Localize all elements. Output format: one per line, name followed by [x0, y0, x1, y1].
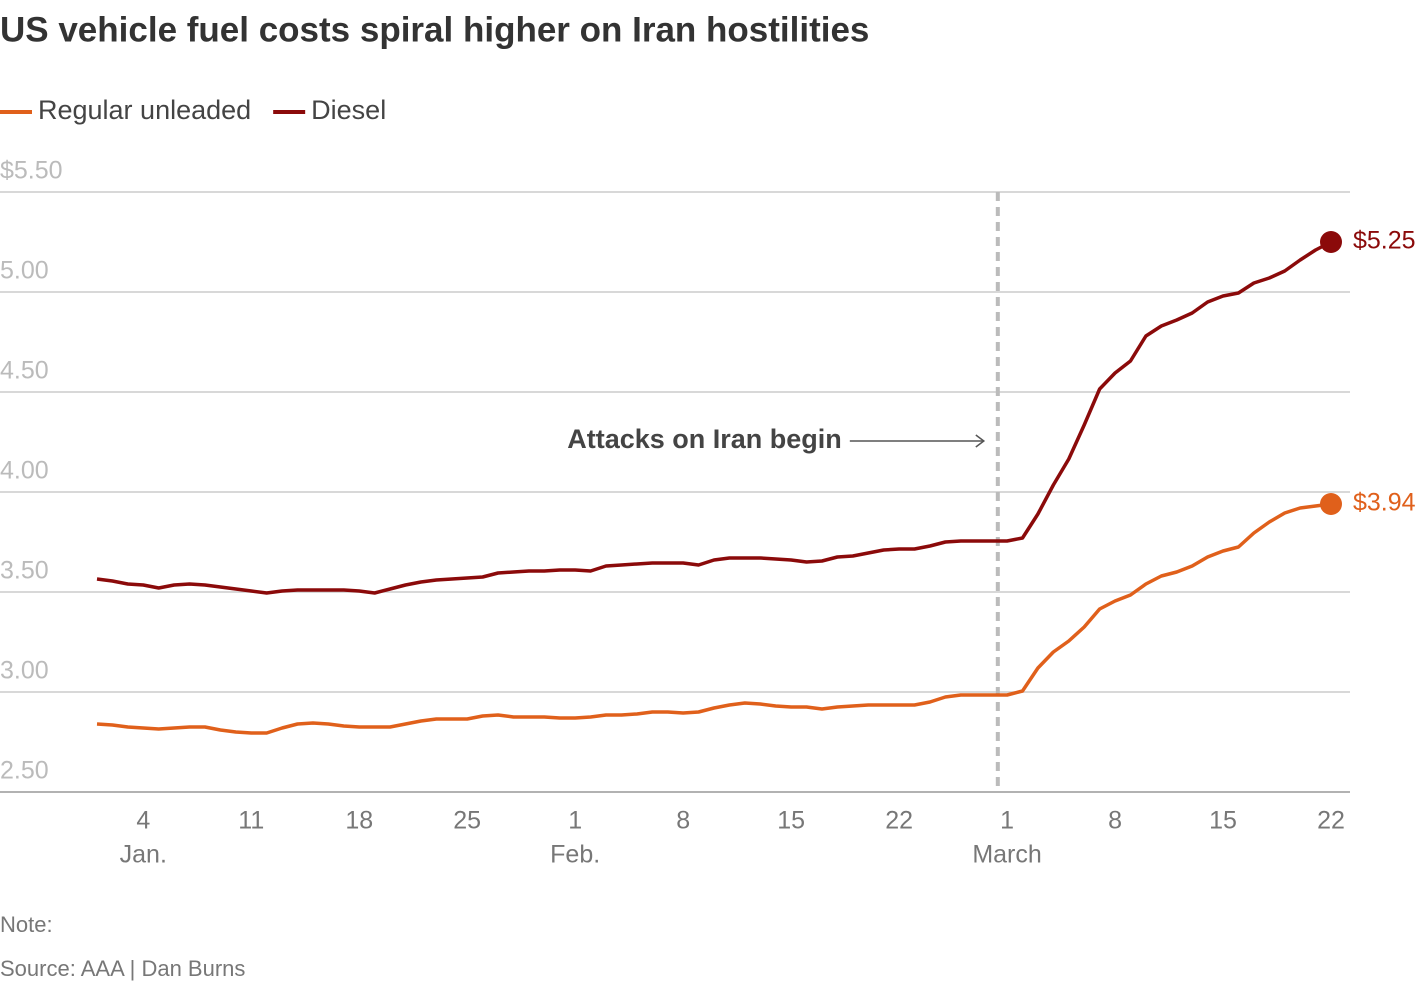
month-label: Feb. [550, 841, 600, 869]
source: Source: AAA | Dan Burns [0, 956, 245, 981]
end-dot [1320, 493, 1342, 515]
value-label: $5.25 [1353, 227, 1416, 255]
x-tick-label: 22 [885, 807, 913, 835]
x-tick-label: 22 [1317, 807, 1345, 835]
series-line [96, 502, 1332, 735]
x-tick-label: 8 [676, 807, 690, 835]
month-label: March [972, 841, 1041, 869]
annotation-text: Attacks on Iran begin [567, 424, 842, 454]
y-tick-label: 4.00 [0, 457, 49, 485]
month-label: Jan. [120, 841, 167, 869]
value-label: $3.94 [1353, 489, 1416, 517]
end-dot [1320, 231, 1342, 253]
y-tick-label: $5.50 [0, 157, 63, 185]
y-tick-label: 2.50 [0, 757, 49, 785]
y-tick-label: 5.00 [0, 257, 49, 285]
series-line [96, 240, 1332, 595]
y-tick-label: 3.50 [0, 557, 49, 585]
x-tick-label: 18 [345, 807, 373, 835]
x-tick-label: 15 [1209, 807, 1237, 835]
x-tick-label: 1 [1000, 807, 1014, 835]
chart-title: US vehicle fuel costs spiral higher on I… [0, 10, 869, 49]
legend-label: Regular unleaded [38, 95, 251, 125]
note: Note: [0, 912, 53, 937]
x-tick-label: 25 [453, 807, 481, 835]
x-tick-label: 11 [238, 807, 264, 835]
x-tick-label: 1 [568, 807, 582, 835]
y-tick-label: 4.50 [0, 357, 49, 385]
annotation-arrowhead [975, 434, 986, 448]
x-tick-label: 8 [1108, 807, 1122, 835]
x-tick-label: 4 [136, 807, 150, 835]
legend-label: Diesel [311, 95, 386, 125]
y-tick-label: 3.00 [0, 657, 49, 685]
x-tick-label: 15 [777, 807, 805, 835]
